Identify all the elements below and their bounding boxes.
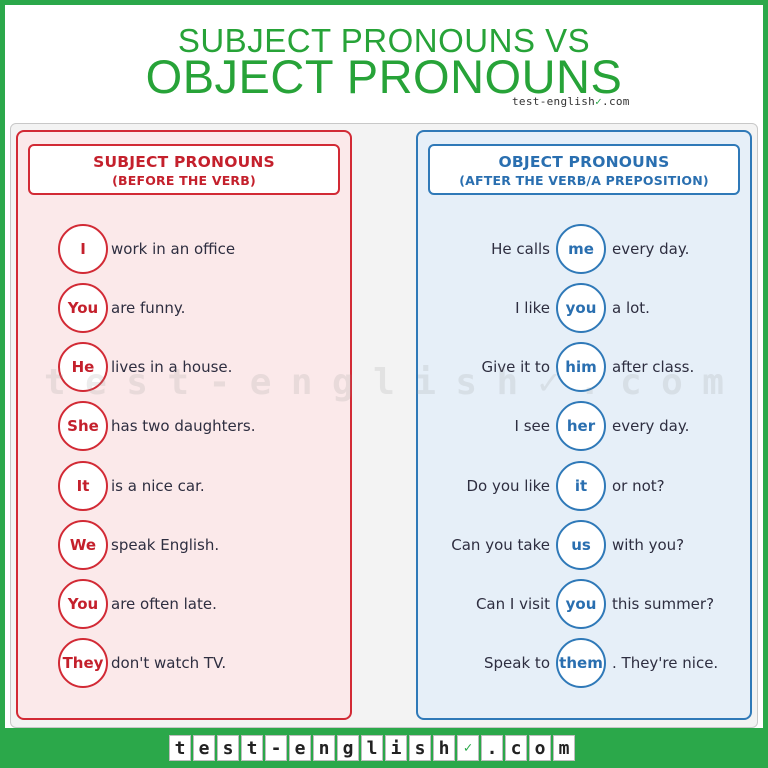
footer-logo-tile: m bbox=[553, 735, 575, 761]
object-pronoun-circle: them bbox=[556, 638, 606, 688]
object-sentence-after: this summer? bbox=[612, 595, 715, 613]
object-sentence-after: every day. bbox=[612, 240, 690, 258]
object-pronoun-circle: us bbox=[556, 520, 606, 570]
footer-logo-tile: i bbox=[385, 735, 407, 761]
object-sentence-before: Can I visit bbox=[475, 595, 550, 613]
object-row: I like you a lot. bbox=[400, 283, 760, 333]
object-sentence-after: with you? bbox=[612, 536, 685, 554]
subject-pronoun-circle: You bbox=[58, 283, 108, 333]
object-sentence-after: . They're nice. bbox=[612, 654, 719, 672]
object-row: Speak to them . They're nice. bbox=[400, 638, 760, 688]
subject-pronoun-circle: He bbox=[58, 342, 108, 392]
subject-pronoun-circle: It bbox=[58, 461, 108, 511]
object-row: Give it to him after class. bbox=[400, 342, 760, 392]
footer-bar bbox=[0, 728, 768, 768]
object-row: Can you take us with you? bbox=[400, 520, 760, 570]
object-pronoun-circle: it bbox=[556, 461, 606, 511]
object-sentence-after: after class. bbox=[612, 358, 695, 376]
footer-logo-tile: h bbox=[433, 735, 455, 761]
subject-pronoun-circle: You bbox=[58, 579, 108, 629]
subject-pronoun-circle: They bbox=[58, 638, 108, 688]
footer-logo-tile: n bbox=[313, 735, 335, 761]
brand-logo-small: test-english✓.com bbox=[512, 95, 630, 108]
footer-logo-tile: t bbox=[241, 735, 263, 761]
footer-logo-tile: t bbox=[169, 735, 191, 761]
subject-row: He lives in a house. bbox=[58, 342, 233, 392]
subject-pronoun-circle: She bbox=[58, 401, 108, 451]
object-row: He calls me every day. bbox=[400, 224, 760, 274]
subject-row: They don't watch TV. bbox=[58, 638, 227, 688]
footer-logo-tile: e bbox=[289, 735, 311, 761]
object-sentence-after: every day. bbox=[612, 417, 690, 435]
object-heading: OBJECT PRONOUNS bbox=[498, 153, 670, 171]
object-row: I see her every day. bbox=[400, 401, 760, 451]
subject-sentence-text: don't watch TV. bbox=[111, 654, 227, 672]
footer-logo: t e s t - e n g l i s h ✓. c o m bbox=[169, 735, 575, 761]
check-icon: ✓ bbox=[595, 95, 603, 108]
object-row: Can I visit you this summer? bbox=[400, 579, 760, 629]
object-sentence-before: Speak to bbox=[484, 654, 550, 672]
subject-heading: SUBJECT PRONOUNS bbox=[93, 153, 275, 171]
subject-row: We speak English. bbox=[58, 520, 220, 570]
footer-logo-tile: g bbox=[337, 735, 359, 761]
object-pronoun-circle: him bbox=[556, 342, 606, 392]
subject-row: You are often late. bbox=[58, 579, 217, 629]
title-line-2: OBJECT PRONOUNS bbox=[145, 50, 623, 103]
object-sentence-before: I see bbox=[514, 417, 550, 435]
subject-sentence-text: lives in a house. bbox=[111, 358, 233, 376]
title-line-1: SUBJECT PRONOUNS VS bbox=[177, 22, 591, 59]
object-pronoun-circle: me bbox=[556, 224, 606, 274]
footer-logo-tile: - bbox=[265, 735, 287, 761]
footer-logo-tile: e bbox=[193, 735, 215, 761]
footer-check-icon: ✓ bbox=[457, 735, 479, 761]
subject-row: It is a nice car. bbox=[58, 461, 205, 511]
footer-logo-tile: s bbox=[217, 735, 239, 761]
subject-sentence-text: speak English. bbox=[111, 536, 220, 554]
object-subheading: (AFTER THE VERB/A PREPOSITION) bbox=[459, 173, 709, 188]
object-sentence-before: Do you like bbox=[466, 477, 550, 495]
brand-suffix: .com bbox=[602, 95, 630, 108]
subject-pronoun-circle: I bbox=[58, 224, 108, 274]
footer-logo-tile: c bbox=[505, 735, 527, 761]
object-pronoun-circle: her bbox=[556, 401, 606, 451]
footer-logo-tile: o bbox=[529, 735, 551, 761]
subject-row: You are funny. bbox=[58, 283, 186, 333]
object-heading-box: OBJECT PRONOUNS (AFTER THE VERB/A PREPOS… bbox=[428, 144, 740, 195]
subject-subheading: (BEFORE THE VERB) bbox=[112, 173, 256, 188]
object-sentence-after: or not? bbox=[612, 477, 665, 495]
footer-logo-tile: l bbox=[361, 735, 383, 761]
footer-logo-tile: . bbox=[481, 735, 503, 761]
subject-sentence-text: is a nice car. bbox=[111, 477, 205, 495]
object-sentence-before: I like bbox=[515, 299, 550, 317]
subject-sentence-text: work in an office bbox=[111, 240, 236, 258]
subject-sentence-text: are often late. bbox=[111, 595, 217, 613]
object-pronoun-circle: you bbox=[556, 283, 606, 333]
subject-sentence-text: are funny. bbox=[111, 299, 186, 317]
subject-row: She has two daughters. bbox=[58, 401, 256, 451]
object-row: Do you like it or not? bbox=[400, 461, 760, 511]
subject-sentence-text: has two daughters. bbox=[111, 417, 256, 435]
object-sentence-before: Can you take bbox=[451, 536, 550, 554]
object-sentence-before: Give it to bbox=[481, 358, 550, 376]
subject-pronoun-circle: We bbox=[58, 520, 108, 570]
object-sentence-after: a lot. bbox=[612, 299, 650, 317]
subject-heading-box: SUBJECT PRONOUNS (BEFORE THE VERB) bbox=[28, 144, 340, 195]
object-pronoun-circle: you bbox=[556, 579, 606, 629]
footer-logo-tile: s bbox=[409, 735, 431, 761]
brand-text: test-english bbox=[512, 95, 596, 108]
object-sentence-before: He calls bbox=[491, 240, 550, 258]
